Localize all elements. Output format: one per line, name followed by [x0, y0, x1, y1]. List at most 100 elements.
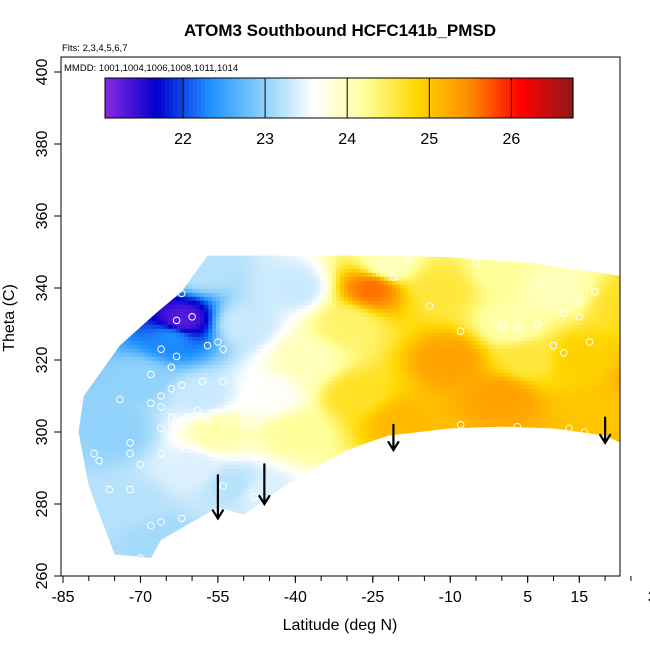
- heatmap-cell: [248, 440, 253, 446]
- heatmap-cell: [120, 456, 125, 462]
- heatmap-cell: [84, 556, 89, 558]
- heatmap-cell: [132, 561, 136, 565]
- heatmap-cell: [164, 304, 169, 310]
- heatmap-cell: [164, 296, 169, 302]
- heatmap-cell: [204, 272, 209, 278]
- heatmap-cell: [112, 284, 117, 290]
- heatmap-cell: [92, 456, 97, 462]
- heatmap-cell: [264, 448, 269, 454]
- heatmap-cell: [204, 432, 209, 438]
- heatmap-cell: [216, 380, 221, 386]
- heatmap-cell: [240, 508, 245, 514]
- heatmap-cell: [100, 436, 105, 442]
- heatmap-cell: [304, 444, 309, 450]
- heatmap-cell: [172, 316, 177, 322]
- heatmap-cell: [116, 360, 121, 366]
- heatmap-cell: [268, 532, 273, 538]
- heatmap-cell: [276, 516, 281, 522]
- heatmap-cell: [68, 565, 72, 569]
- heatmap-cell: [164, 276, 169, 282]
- heatmap-cell: [312, 320, 317, 326]
- heatmap-cell: [128, 480, 133, 486]
- heatmap-cell: [276, 249, 280, 253]
- heatmap-cell: [304, 304, 309, 310]
- heatmap-cell: [156, 496, 161, 502]
- heatmap-cell: [256, 520, 261, 526]
- heatmap-cell: [216, 388, 221, 394]
- heatmap-cell: [180, 388, 185, 394]
- heatmap-cell: [116, 452, 121, 458]
- heatmap-cell: [128, 348, 133, 354]
- heatmap-cell: [192, 496, 197, 502]
- heatmap-cell: [240, 536, 245, 542]
- heatmap-cell: [224, 548, 229, 554]
- heatmap-cell: [160, 508, 165, 514]
- heatmap-cell: [296, 388, 301, 394]
- heatmap-cell: [100, 432, 105, 438]
- heatmap-cell: [236, 492, 241, 498]
- heatmap-cell: [180, 548, 185, 554]
- heatmap-cell: [104, 452, 109, 458]
- heatmap-cell: [84, 264, 89, 270]
- heatmap-cell: [80, 272, 85, 278]
- heatmap-cell: [78, 312, 81, 318]
- heatmap-cell: [132, 360, 137, 366]
- heatmap-cell: [120, 532, 125, 538]
- heatmap-cell: [252, 480, 257, 486]
- heatmap-cell: [236, 424, 241, 430]
- heatmap-cell: [152, 272, 157, 278]
- heatmap-cell: [252, 512, 257, 518]
- heatmap-cell: [272, 556, 277, 558]
- heatmap-cell: [268, 464, 273, 470]
- heatmap-cell: [100, 320, 105, 326]
- heatmap-cell: [188, 428, 193, 434]
- heatmap-cell: [80, 256, 85, 262]
- heatmap-cell: [132, 520, 137, 526]
- heatmap-cell: [92, 548, 97, 554]
- heatmap-cell: [116, 540, 121, 546]
- heatmap-cell: [152, 524, 157, 530]
- heatmap-cell: [192, 480, 197, 486]
- heatmap-cell: [280, 332, 285, 338]
- heatmap-cell: [248, 288, 253, 294]
- heatmap-cell: [216, 328, 221, 334]
- heatmap-cell: [292, 368, 297, 374]
- heatmap-cell: [196, 552, 201, 558]
- heatmap-cell: [288, 300, 293, 306]
- heatmap-cell: [252, 348, 257, 354]
- heatmap-cell: [116, 255, 121, 258]
- heatmap-cell: [248, 561, 252, 565]
- heatmap-cell: [276, 468, 281, 474]
- heatmap-cell: [68, 269, 72, 273]
- heatmap-cell: [172, 444, 177, 450]
- heatmap-cell: [256, 452, 261, 458]
- heatmap-cell: [108, 352, 113, 358]
- heatmap-cell: [120, 372, 125, 378]
- heatmap-cell: [84, 396, 89, 402]
- heatmap-cell: [152, 388, 157, 394]
- heatmap-cell: [168, 348, 173, 354]
- heatmap-cell: [160, 460, 165, 466]
- heatmap-cell: [296, 464, 301, 470]
- heatmap-cell: [216, 324, 221, 330]
- heatmap-cell: [276, 320, 281, 326]
- heatmap-cell: [160, 540, 165, 546]
- heatmap-cell: [300, 304, 305, 310]
- heatmap-cell: [144, 348, 149, 354]
- heatmap-cell: [220, 500, 225, 506]
- heatmap-cell: [156, 368, 161, 374]
- heatmap-cell: [228, 532, 233, 538]
- heatmap-cell: [100, 255, 105, 258]
- heatmap-cell: [108, 456, 113, 462]
- heatmap-cell: [152, 352, 157, 358]
- heatmap-cell: [292, 352, 297, 358]
- heatmap-cell: [308, 500, 313, 506]
- heatmap-cell: [220, 556, 225, 558]
- heatmap-cell: [88, 524, 93, 530]
- heatmap-cell: [208, 320, 213, 326]
- heatmap-cell: [228, 548, 233, 554]
- heatmap-cell: [96, 284, 101, 290]
- heatmap-cell: [300, 408, 305, 414]
- heatmap-cell: [200, 284, 205, 290]
- heatmap-cell: [132, 552, 137, 558]
